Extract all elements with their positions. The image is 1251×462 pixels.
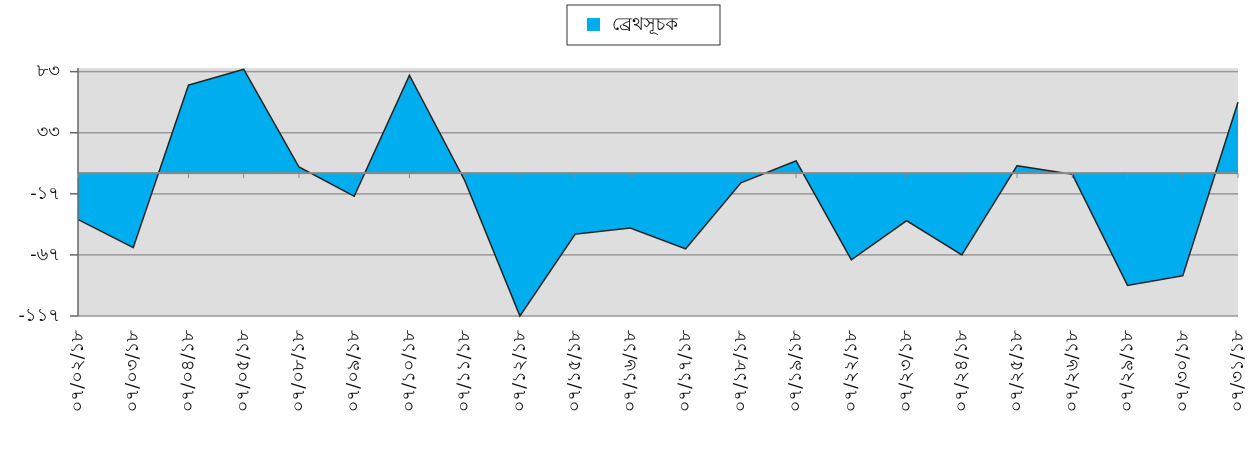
y-tick-label: -৬৭ (30, 244, 60, 265)
y-tick-label: ৩৩ (37, 122, 60, 143)
legend-label: ব্রেথসূচক (612, 14, 678, 35)
x-tick-label: ০৭/১৮/১৮ (730, 330, 751, 413)
x-tick-label: ০৭/২৯/১৮ (1117, 330, 1138, 413)
x-tick-label: ০৭/২৬/১৮ (1061, 330, 1082, 413)
x-tick-label: ০৭/১২/১৮ (509, 330, 530, 413)
x-tick-label: ০৭/৩০/১৮ (1172, 330, 1193, 413)
x-tick-label: ০৭/০৮/১৮ (288, 330, 309, 413)
x-tick-label: ০৭/২৩/১৮ (896, 330, 917, 413)
x-tick-label: ০৭/১৬/১৮ (619, 330, 640, 413)
x-tick-label: ০৭/০৪/১৮ (177, 330, 198, 413)
x-tick-label: ০৭/০২/১৮ (67, 330, 88, 413)
x-tick-label: ০৭/২৫/১৮ (1006, 330, 1027, 413)
x-tick-label: ০৭/২৪/১৮ (951, 330, 972, 413)
x-tick-label: ০৭/১৫/১৮ (564, 330, 585, 413)
x-tick-label: ০৭/২২/১৮ (840, 330, 861, 413)
area-outline (77, 68, 1239, 318)
x-tick-label: ০৭/১১/১৮ (454, 330, 475, 413)
x-tick-label: ০৭/০৫/১৮ (233, 330, 254, 413)
x-tick-label: ০৭/১০/১৮ (398, 330, 419, 413)
x-tick-label: ০৭/০৩/১৮ (122, 330, 143, 413)
x-tick-label: ০৭/০৯/১৮ (343, 330, 364, 413)
x-tick-label: ০৭/১৭/১৮ (675, 330, 696, 413)
x-tick-label: ০৭/৩১/১৮ (1227, 330, 1248, 413)
x-tick-label: ০৭/১৯/১৮ (785, 330, 806, 413)
y-tick-label: -১৭ (30, 183, 60, 204)
y-tick-label: -১১৭ (18, 305, 60, 326)
area (78, 69, 1238, 316)
y-tick-label: ৮৩ (37, 61, 60, 82)
legend-swatch (587, 18, 600, 31)
